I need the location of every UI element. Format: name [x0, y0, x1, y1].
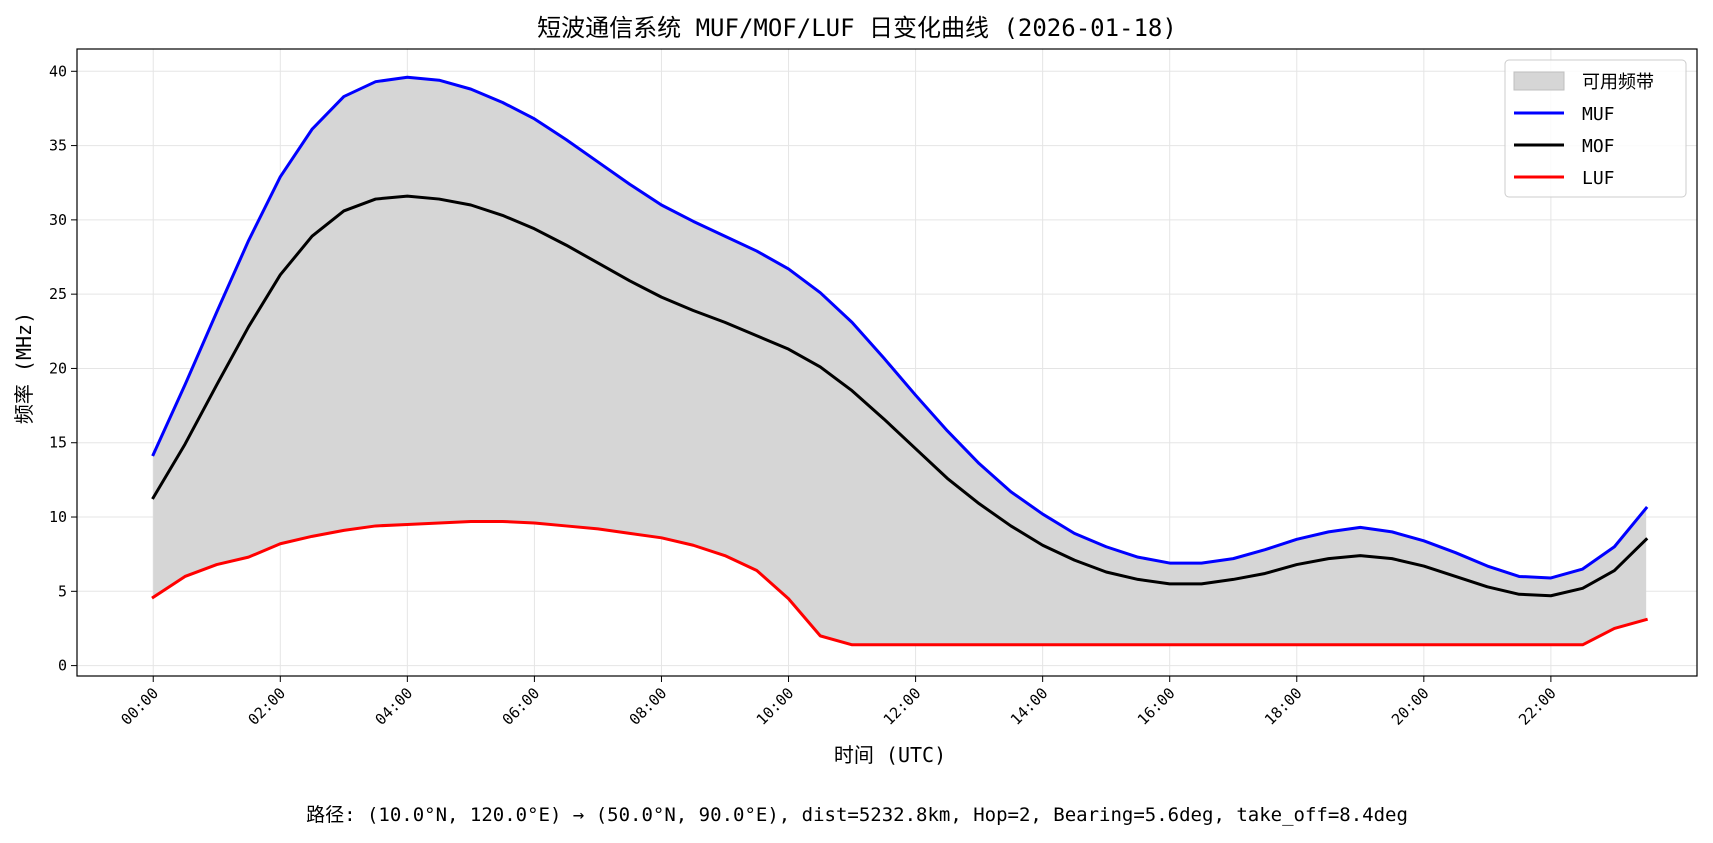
legend-swatch-band: [1513, 71, 1565, 91]
y-tick-label: 10: [49, 508, 67, 526]
legend-label-luf: LUF: [1582, 168, 1615, 189]
y-tick-label: 15: [49, 434, 67, 452]
available-band-area: [153, 77, 1647, 645]
legend-label-mof: MOF: [1582, 136, 1615, 157]
series-line-luf: [151, 519, 1649, 647]
y-tick-label: 40: [49, 62, 67, 80]
legend-label-muf: MUF: [1582, 104, 1615, 125]
series-layer: [151, 75, 1649, 647]
y-tick-label: 20: [49, 359, 67, 377]
path-caption: 路径: (10.0°N, 120.0°E) → (50.0°N, 90.0°E)…: [306, 804, 1408, 826]
y-tick-label: 35: [49, 137, 67, 155]
available-band-layer: [153, 77, 1647, 645]
y-tick-label: 25: [49, 285, 67, 303]
chart-title: 短波通信系统 MUF/MOF/LUF 日变化曲线 (2026-01-18): [537, 14, 1177, 42]
y-tick-label: 0: [58, 657, 67, 675]
x-axis-label: 时间 (UTC): [834, 743, 946, 767]
y-tick-label: 30: [49, 211, 67, 229]
y-axis-label: 频率 (MHz): [12, 312, 36, 424]
series-line-muf: [151, 75, 1649, 580]
plot-frame: [76, 48, 1698, 677]
legend: 可用频带 MUF MOF LUF: [1504, 59, 1687, 198]
legend-box: [1504, 59, 1687, 198]
series-line-mof: [151, 194, 1649, 598]
y-tick-label: 5: [58, 582, 67, 600]
legend-label-band: 可用频带: [1582, 72, 1654, 93]
